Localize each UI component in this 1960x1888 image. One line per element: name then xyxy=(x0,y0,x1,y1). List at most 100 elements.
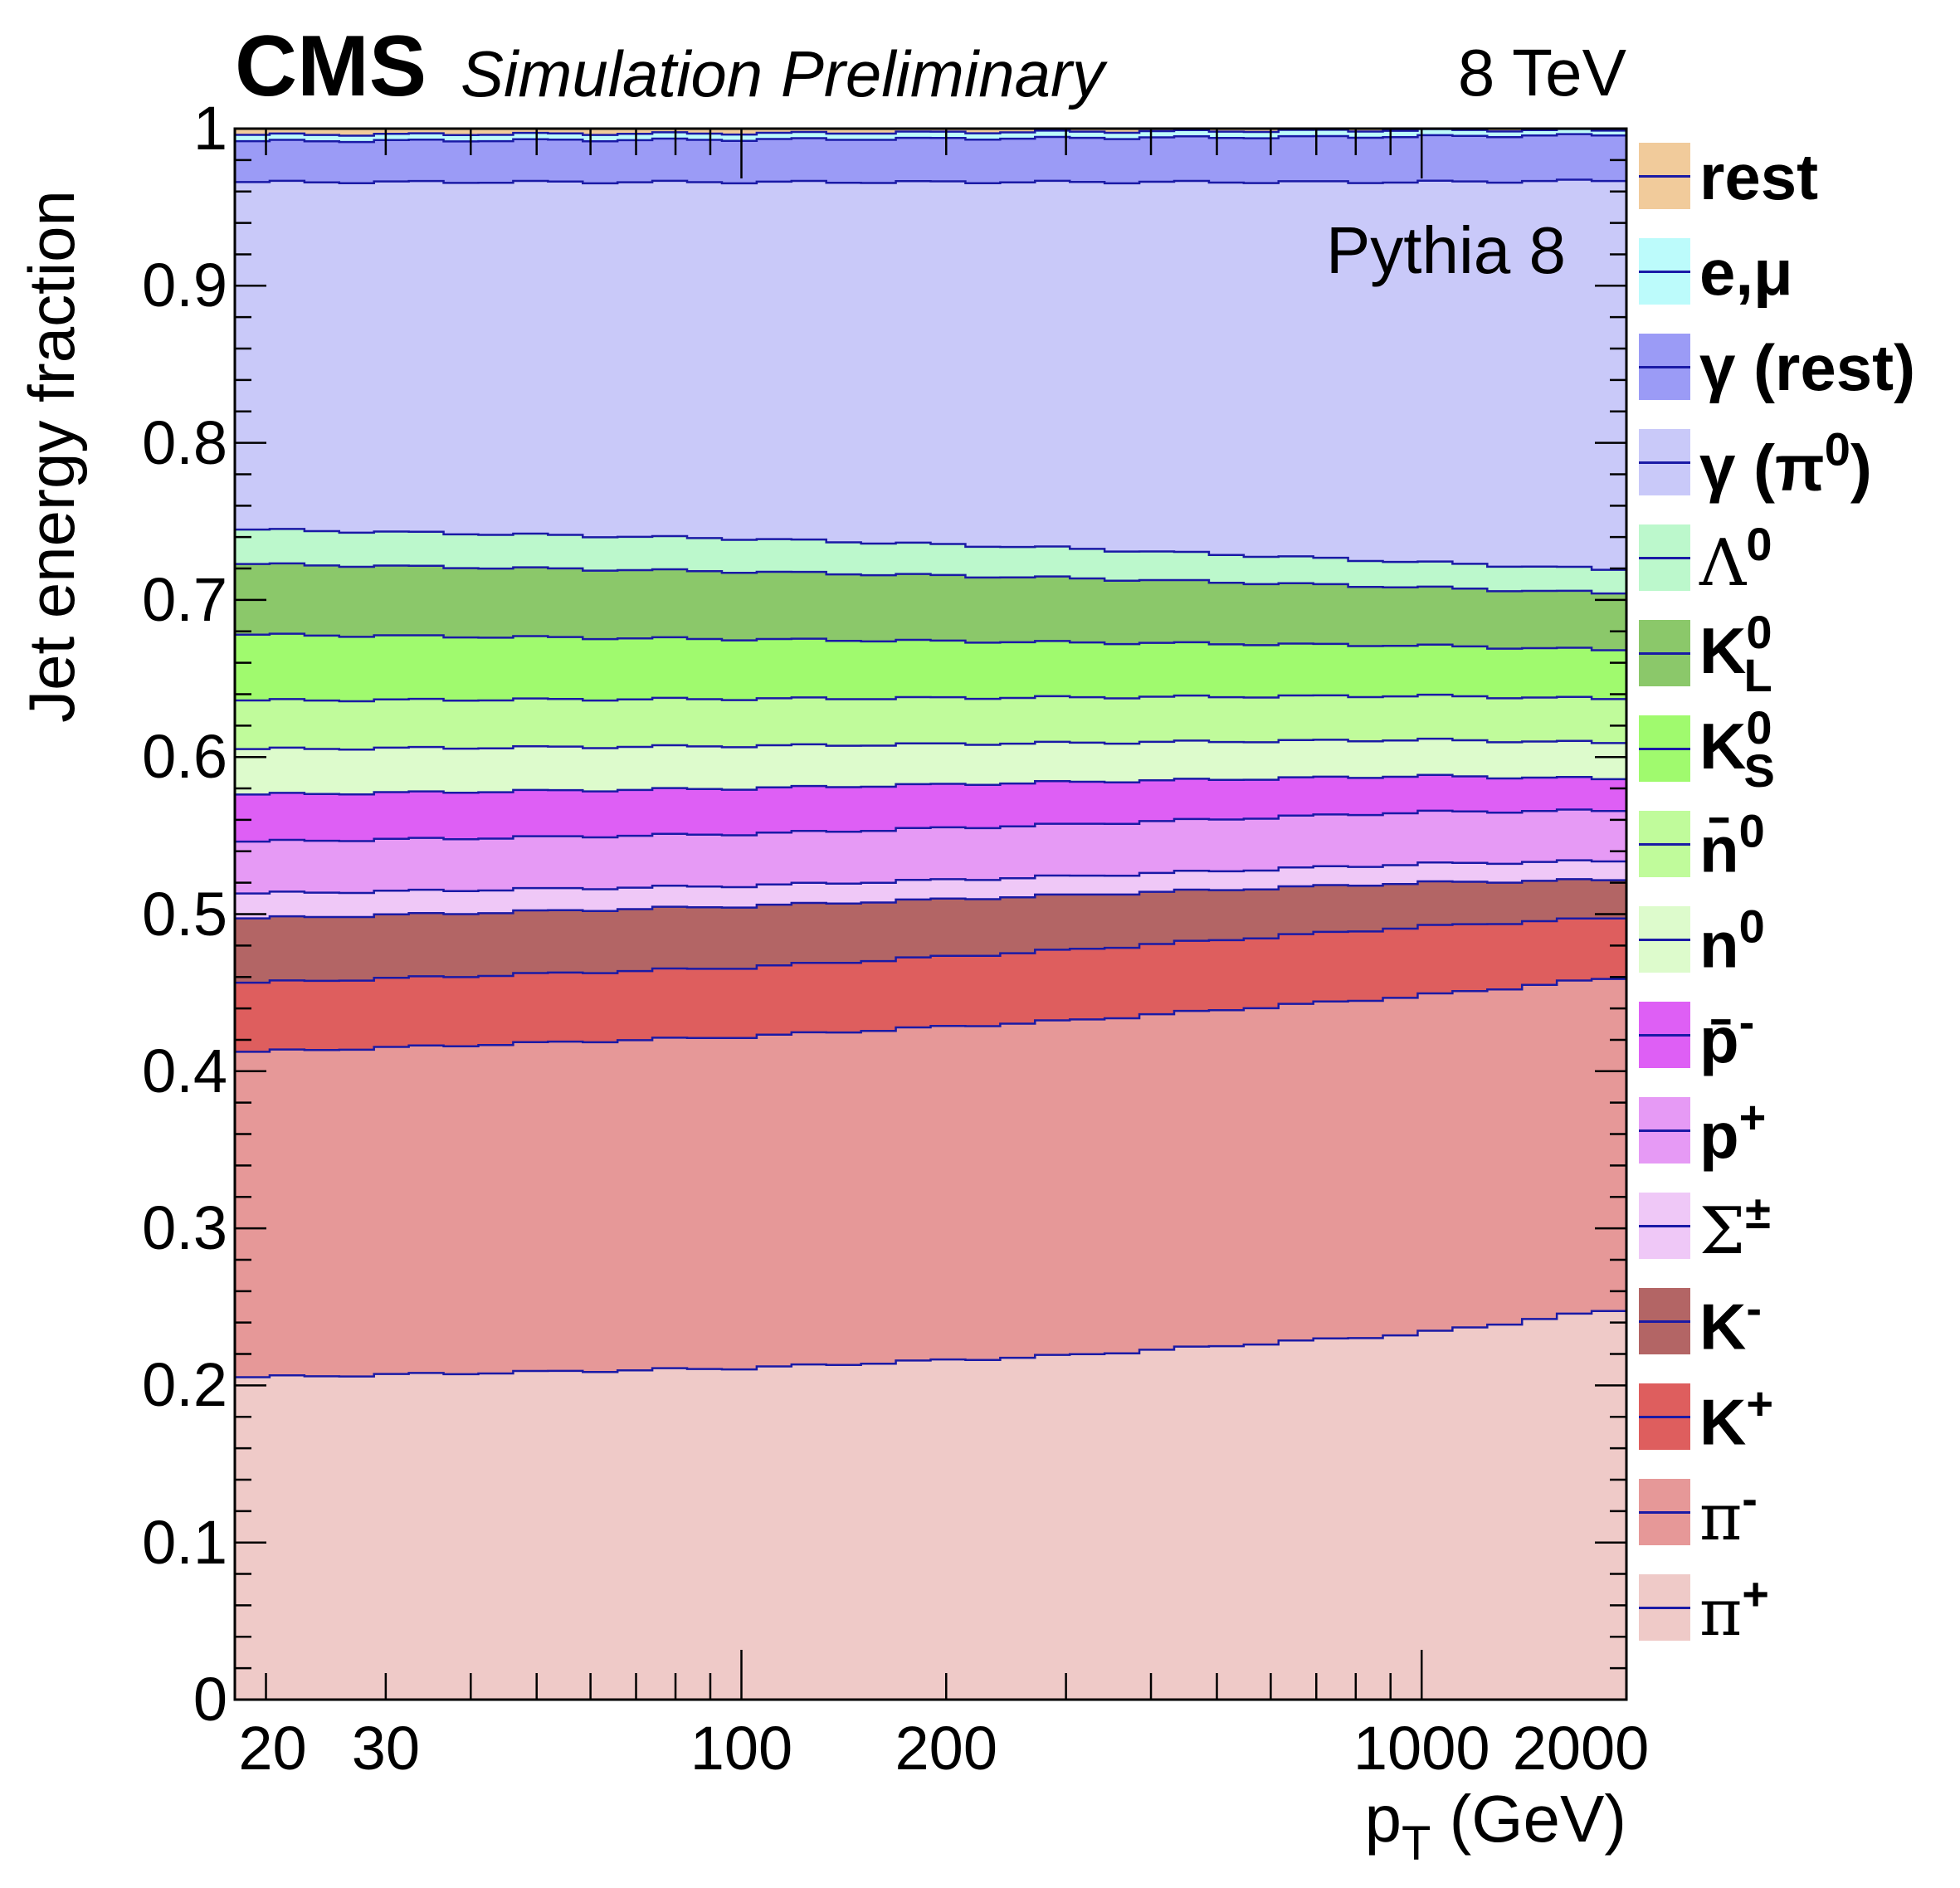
x-tick-label: 200 xyxy=(895,1714,997,1783)
legend-label: e,μ xyxy=(1699,236,1793,309)
legend-swatch-line xyxy=(1639,1034,1690,1037)
x-tick-label: 100 xyxy=(690,1714,793,1783)
area-11 xyxy=(235,529,1626,594)
x-tick-label: 30 xyxy=(351,1714,421,1783)
legend-label: n̄0 xyxy=(1699,804,1765,886)
series-edges xyxy=(235,128,1626,1378)
generator-annotation: Pythia 8 xyxy=(1325,213,1566,287)
edge-line-2 xyxy=(235,917,1626,984)
x-tick-label: 1000 xyxy=(1353,1714,1490,1783)
legend-item-kl0: K0L xyxy=(1639,606,1958,701)
legend-swatch-line xyxy=(1639,1416,1690,1418)
x-tick-label: 20 xyxy=(238,1714,307,1783)
y-tick-label: 0.6 xyxy=(142,722,227,792)
edge-line-13 xyxy=(235,133,1626,144)
y-axis-label: Jet energy fraction xyxy=(15,190,88,723)
legend-item-emu: e,μ xyxy=(1639,228,1958,316)
legend-item-kp: K+ xyxy=(1639,1373,1958,1461)
axis-ticks xyxy=(235,127,1628,1701)
legend-label: Σ± xyxy=(1699,1186,1771,1269)
legend-label: rest xyxy=(1699,140,1819,213)
legend-item-gampi0: γ (π0) xyxy=(1639,419,1958,507)
x-tick-label: 2000 xyxy=(1512,1714,1650,1783)
x-axis-label-main: p xyxy=(1364,1782,1402,1856)
y-tick-label: 0.5 xyxy=(142,879,227,949)
y-tick-label: 0.2 xyxy=(142,1350,227,1420)
legend-swatch-line xyxy=(1639,652,1690,655)
legend-label: K0S xyxy=(1699,701,1775,797)
area-7 xyxy=(235,739,1626,795)
legend-label: Λ0 xyxy=(1699,518,1772,601)
edge-line-7 xyxy=(235,737,1626,751)
legend-item-pp: p+ xyxy=(1639,1087,1958,1175)
legend-swatch-line xyxy=(1639,557,1690,559)
legend-label: p̄- xyxy=(1699,995,1755,1077)
edge-line-9 xyxy=(235,632,1626,651)
legend-label: K+ xyxy=(1699,1377,1774,1459)
y-tick-label: 0.8 xyxy=(142,407,227,477)
legend-item-ks0: K0S xyxy=(1639,701,1958,797)
y-tick-label: 1 xyxy=(193,94,227,163)
experiment-label: CMS xyxy=(235,18,427,115)
legend-swatch-line xyxy=(1639,748,1690,750)
edge-line-0 xyxy=(235,1310,1626,1378)
area-12 xyxy=(235,179,1626,570)
edge-line-10 xyxy=(235,562,1626,595)
legend-label: K- xyxy=(1699,1281,1762,1364)
legend-swatch-line xyxy=(1639,1225,1690,1227)
legend-label: n0 xyxy=(1699,900,1765,982)
area-13 xyxy=(235,134,1626,183)
edge-line-5 xyxy=(235,808,1626,843)
stacked-areas xyxy=(235,127,1626,1700)
legend-item-pbarm: p̄- xyxy=(1639,992,1958,1080)
y-tick-label: 0.3 xyxy=(142,1193,227,1263)
edge-line-3 xyxy=(235,878,1626,920)
legend-item-gamrest: γ (rest) xyxy=(1639,324,1958,412)
legend-item-nbar0: n̄0 xyxy=(1639,801,1958,889)
x-axis-label-unit: (GeV) xyxy=(1431,1782,1626,1856)
x-axis-label: pT (GeV) xyxy=(1364,1786,1626,1868)
legend-item-pim: π- xyxy=(1639,1469,1958,1557)
legend-swatch-line xyxy=(1639,175,1690,178)
legend-item-rest: rest xyxy=(1639,133,1958,221)
legend-swatch-line xyxy=(1639,461,1690,464)
legend-label: π- xyxy=(1699,1472,1758,1555)
y-tick-label: 0.1 xyxy=(142,1507,227,1577)
y-tick-label: 0 xyxy=(193,1665,227,1734)
legend-swatch-line xyxy=(1639,1511,1690,1514)
legend-item-lambda0: Λ0 xyxy=(1639,515,1958,603)
legend-label: γ (rest) xyxy=(1699,331,1916,404)
x-axis-label-sub: T xyxy=(1401,1817,1431,1871)
legend-swatch-line xyxy=(1639,1607,1690,1609)
legend-swatch-line xyxy=(1639,939,1690,941)
area-1 xyxy=(235,978,1626,1378)
y-tick-label: 0.4 xyxy=(142,1036,227,1105)
legend-item-km: K- xyxy=(1639,1278,1958,1366)
area-3 xyxy=(235,879,1626,983)
area-0 xyxy=(235,1310,1626,1700)
legend-label: π+ xyxy=(1699,1568,1769,1651)
legend-label: K0L xyxy=(1699,606,1772,701)
area-4 xyxy=(235,860,1626,919)
y-tick-label: 0.7 xyxy=(142,564,227,634)
legend-swatch-line xyxy=(1639,843,1690,846)
legend-label: γ (π0) xyxy=(1699,422,1872,505)
area-2 xyxy=(235,918,1626,1052)
edge-line-4 xyxy=(235,859,1626,895)
edge-line-6 xyxy=(235,773,1626,796)
edge-line-1 xyxy=(235,978,1626,1053)
legend-swatch-line xyxy=(1639,1320,1690,1323)
edge-line-8 xyxy=(235,693,1626,703)
area-8 xyxy=(235,695,1626,750)
legend-item-n0: n0 xyxy=(1639,896,1958,984)
edge-line-14 xyxy=(235,128,1626,137)
legend-label: p+ xyxy=(1699,1090,1767,1173)
legend-swatch-line xyxy=(1639,1129,1690,1132)
area-5 xyxy=(235,809,1626,894)
area-9 xyxy=(235,633,1626,701)
energy-label: 8 TeV xyxy=(1457,36,1626,110)
status-label: Simulation Preliminary xyxy=(461,37,1104,110)
y-tick-label: 0.9 xyxy=(142,251,227,320)
legend-swatch-line xyxy=(1639,366,1690,368)
